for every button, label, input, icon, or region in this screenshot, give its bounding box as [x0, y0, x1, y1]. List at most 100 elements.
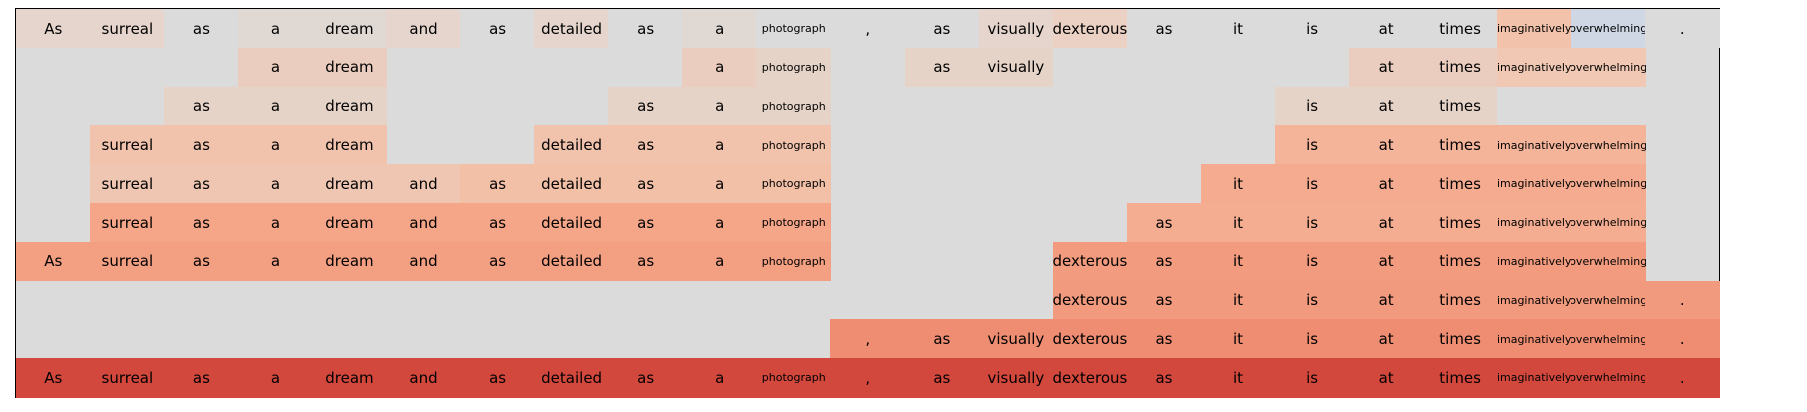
token-cell: , [830, 9, 906, 49]
token-cell: photograph [756, 203, 832, 243]
token-cell: it [1200, 319, 1276, 359]
token-cell: dream [312, 164, 387, 204]
token-cell: as [904, 47, 980, 88]
token-cell: dexterous [1052, 358, 1128, 398]
token-cell: . [1644, 280, 1720, 320]
token-cell: , [830, 358, 906, 398]
token-cell: overwhelming [1570, 358, 1646, 398]
token-cell: and [386, 203, 461, 243]
token-cell: as [1126, 203, 1202, 243]
token-cell: as [164, 241, 239, 282]
token-cell: detailed [534, 9, 609, 49]
token-cell: imaginatively [1496, 241, 1572, 282]
token-cell: a [682, 125, 758, 165]
token-cell: photograph [756, 47, 832, 88]
token-cell: visually [978, 9, 1054, 49]
token-cell: As [16, 9, 91, 49]
token-cell: As [16, 241, 91, 282]
token-cell: as [1126, 358, 1202, 398]
token-cell: a [682, 47, 758, 88]
token-cell: as [164, 358, 239, 398]
token-cell: overwhelming [1570, 319, 1646, 359]
token-cell: a [682, 203, 758, 243]
token-cell: detailed [534, 164, 609, 204]
token-cell: it [1200, 9, 1276, 49]
token-cell: overwhelming [1570, 47, 1646, 88]
token-cell: detailed [534, 358, 609, 398]
token-cell: as [164, 125, 239, 165]
token-cell: times [1422, 164, 1498, 204]
token-cell: it [1200, 358, 1276, 398]
token-cell: dexterous [1052, 319, 1128, 359]
token-cell: overwhelming [1570, 9, 1646, 49]
token-cell: dexterous [1052, 280, 1128, 320]
token-cell: photograph [756, 241, 832, 282]
token-cell: imaginatively [1496, 358, 1572, 398]
token-cell: is [1274, 280, 1350, 320]
token-cell: at [1348, 86, 1424, 126]
token-cell: as [460, 358, 535, 398]
token-cell: imaginatively [1496, 164, 1572, 204]
token-cell: a [238, 125, 313, 165]
token-cell: photograph [756, 358, 832, 398]
token-cell: overwhelming [1570, 125, 1646, 165]
token-cell: times [1422, 47, 1498, 88]
token-cell: photograph [756, 9, 832, 49]
token-cell: dream [312, 241, 387, 282]
token-cell: it [1200, 280, 1276, 320]
token-cell: at [1348, 47, 1424, 88]
token-cell: a [238, 86, 313, 126]
token-cell: times [1422, 86, 1498, 126]
token-cell: is [1274, 9, 1350, 49]
token-cell: as [1126, 9, 1202, 49]
token-cell: photograph [756, 164, 832, 204]
token-cell: a [682, 9, 758, 49]
token-cell: at [1348, 203, 1424, 243]
token-cell: a [238, 47, 313, 88]
token-cell: as [1126, 241, 1202, 282]
token-cell: dream [312, 9, 387, 49]
token-cell: as [608, 203, 683, 243]
token-cell: as [460, 9, 535, 49]
token-cell: a [238, 241, 313, 282]
token-cell: and [386, 241, 461, 282]
token-cell: a [238, 164, 313, 204]
token-cell: and [386, 164, 461, 204]
token-cell: as [904, 358, 980, 398]
token-cell: as [460, 241, 535, 282]
token-cell: and [386, 358, 461, 398]
token-cell: imaginatively [1496, 203, 1572, 243]
token-cell: dexterous [1052, 9, 1128, 49]
token-cell: at [1348, 358, 1424, 398]
token-cell: as [164, 203, 239, 243]
token-cell: As [16, 358, 91, 398]
token-cell: as [164, 86, 239, 126]
token-heatmap-grid: As surreal as a dream and as detailed as a photogr… [15, 8, 1720, 398]
token-cell: detailed [534, 241, 609, 282]
token-cell: at [1348, 319, 1424, 359]
token-cell: at [1348, 164, 1424, 204]
token-cell: is [1274, 86, 1350, 126]
token-cell: overwhelming [1570, 203, 1646, 243]
token-cell: dream [312, 86, 387, 126]
token-cell: surreal [90, 358, 165, 398]
token-cell: surreal [90, 125, 165, 165]
token-cell: is [1274, 203, 1350, 243]
token-cell: a [238, 358, 313, 398]
token-cell: it [1200, 164, 1276, 204]
token-cell: a [682, 86, 758, 126]
token-cell: overwhelming [1570, 280, 1646, 320]
token-cell: as [904, 319, 980, 359]
token-cell: it [1200, 241, 1276, 282]
token-cell: a [682, 241, 758, 282]
token-cell: a [682, 358, 758, 398]
token-cell: dream [312, 125, 387, 165]
token-cell: detailed [534, 125, 609, 165]
token-cell: and [386, 9, 461, 49]
token-cell: . [1644, 358, 1720, 398]
token-cell: as [608, 164, 683, 204]
token-cell: imaginatively [1496, 47, 1572, 88]
token-cell: visually [978, 47, 1054, 88]
token-cell: . [1644, 9, 1720, 49]
token-cell: overwhelming [1570, 241, 1646, 282]
